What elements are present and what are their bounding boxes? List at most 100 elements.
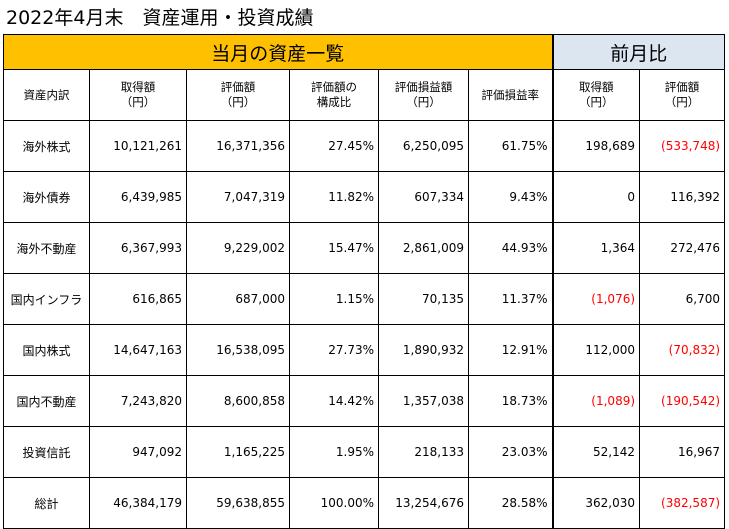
col-diff-cost-cell: 1,364	[551, 222, 641, 274]
header-line: 評価額の	[311, 80, 357, 94]
table-row: 海外株式 10,121,261 16,371,356 27.45% 6,250,095 6…	[3, 120, 726, 172]
col-asset-type-header: 資産内訳	[3, 69, 90, 121]
table-row: 海外不動産 6,367,993 9,229,002 15.47% 2,861,009 44…	[3, 222, 726, 274]
col-diff-cost-cell: 0	[551, 171, 641, 223]
col-gain-cell: 6,250,095	[378, 120, 469, 172]
table-row: 国内インフラ 616,865 687,000 1.15% 70,135 11.37% (1,…	[3, 273, 726, 325]
col-share-cell: 27.45%	[289, 120, 379, 172]
col-cost-cell: 7,243,820	[89, 375, 187, 427]
table-row: 総計 46,384,179 59,638,855 100.00% 13,254,676 2…	[3, 477, 726, 529]
col-asset-type-cell: 国内インフラ	[3, 273, 90, 325]
page-title: 2022年4月末 資産運用・投資成績	[6, 7, 314, 29]
col-diff-cost-cell: 52,142	[551, 426, 641, 478]
col-gain-header: 評価損益額 （円）	[378, 69, 469, 121]
col-gain-rate-cell: 61.75%	[467, 120, 554, 172]
header-line: （円）	[220, 95, 256, 109]
col-gain-cell: 1,890,932	[378, 324, 469, 376]
col-share-header: 評価額の 構成比	[289, 69, 379, 121]
col-gain-rate-cell: 23.03%	[467, 426, 554, 478]
col-value-cell: 8,600,858	[186, 375, 290, 427]
header-line: （円）	[120, 95, 156, 109]
col-gain-cell: 2,861,009	[378, 222, 469, 274]
col-gain-cell: 70,135	[378, 273, 469, 325]
col-share-cell: 1.95%	[289, 426, 379, 478]
header-line: 資産内訳	[23, 87, 70, 102]
col-share-cell: 14.42%	[289, 375, 379, 427]
header-line: 評価損益額	[394, 80, 453, 94]
col-share-cell: 1.15%	[289, 273, 379, 325]
col-gain-rate-cell: 18.73%	[467, 375, 554, 427]
col-diff-value-header: 評価額 （円）	[639, 69, 726, 121]
col-cost-cell: 947,092	[89, 426, 187, 478]
col-gain-rate-cell: 28.58%	[467, 477, 554, 529]
table-row: 国内不動産 7,243,820 8,600,858 14.42% 1,357,038 18…	[3, 375, 726, 427]
col-diff-cost-cell: (1,076)	[551, 273, 641, 325]
col-cost-cell: 10,121,261	[89, 120, 187, 172]
col-diff-cost-header: 取得額 （円）	[551, 69, 641, 121]
col-value-cell: 16,371,356	[186, 120, 290, 172]
col-asset-type-cell: 国内株式	[3, 324, 90, 376]
col-gain-rate-header: 評価損益率	[467, 69, 554, 121]
col-gain-cell: 13,254,676	[378, 477, 469, 529]
col-gain-cell: 1,357,038	[378, 375, 469, 427]
col-share-cell: 11.82%	[289, 171, 379, 223]
header-line: （円）	[406, 95, 441, 109]
col-diff-cost-cell: 362,030	[551, 477, 641, 529]
col-diff-cost-cell: 198,689	[551, 120, 641, 172]
band-row: 当月の資産一覧 前月比	[2, 34, 726, 70]
col-value-cell: 16,538,095	[186, 324, 290, 376]
header-line: （円）	[579, 95, 614, 109]
header-line: 評価額	[664, 80, 700, 94]
col-value-cell: 1,165,225	[186, 426, 290, 478]
col-share-cell: 15.47%	[289, 222, 379, 274]
col-gain-cell: 607,334	[378, 171, 469, 223]
table-row: 国内株式 14,647,163 16,538,095 27.73% 1,890,932 1…	[3, 324, 726, 376]
col-asset-type-cell: 海外債券	[3, 171, 90, 223]
col-asset-type-cell: 総計	[3, 477, 90, 529]
table-row: 海外債券 6,439,985 7,047,319 11.82% 607,334 9.43%…	[3, 171, 726, 223]
header-line: 取得額	[579, 80, 614, 94]
col-diff-value-cell: 272,476	[639, 222, 726, 274]
header-row: 資産内訳 取得額 （円） 評価額 （円） 評価額の 構成比 評価損益額 （円） 評価損益率 取得額（…	[3, 69, 726, 121]
col-cost-cell: 14,647,163	[89, 324, 187, 376]
col-share-cell: 100.00%	[289, 477, 379, 529]
col-value-cell: 9,229,002	[186, 222, 290, 274]
col-value-cell: 687,000	[186, 273, 290, 325]
header-line: （円）	[664, 95, 700, 109]
col-diff-value-cell: (70,832)	[639, 324, 726, 376]
previous-month-band: 前月比	[551, 34, 726, 70]
col-gain-rate-cell: 44.93%	[467, 222, 554, 274]
col-diff-value-cell: 6,700	[639, 273, 726, 325]
col-asset-type-cell: 海外株式	[3, 120, 90, 172]
col-diff-cost-cell: 112,000	[551, 324, 641, 376]
col-cost-cell: 46,384,179	[89, 477, 187, 529]
current-month-band: 当月の資産一覧	[2, 34, 554, 70]
col-diff-value-cell: (190,542)	[639, 375, 726, 427]
col-diff-value-cell: (533,748)	[639, 120, 726, 172]
col-cost-header: 取得額 （円）	[89, 69, 187, 121]
table-row: 投資信託 947,092 1,165,225 1.95% 218,133 23.03% 52…	[3, 426, 726, 478]
asset-table: 当月の資産一覧 前月比 資産内訳 取得額 （円） 評価額 （円） 評価額の 構成比 評価損益額…	[2, 34, 726, 529]
col-diff-cost-cell: (1,089)	[551, 375, 641, 427]
col-gain-rate-cell: 11.37%	[467, 273, 554, 325]
col-cost-cell: 6,367,993	[89, 222, 187, 274]
col-asset-type-cell: 海外不動産	[3, 222, 90, 274]
col-diff-value-cell: 116,392	[639, 171, 726, 223]
header-line: 評価額	[220, 80, 256, 94]
header-line: 評価損益率	[481, 87, 540, 102]
col-cost-cell: 616,865	[89, 273, 187, 325]
col-diff-value-cell: (382,587)	[639, 477, 726, 529]
col-gain-rate-cell: 9.43%	[467, 171, 554, 223]
col-diff-value-cell: 16,967	[639, 426, 726, 478]
col-asset-type-cell: 国内不動産	[3, 375, 90, 427]
col-cost-cell: 6,439,985	[89, 171, 187, 223]
col-asset-type-cell: 投資信託	[3, 426, 90, 478]
col-gain-rate-cell: 12.91%	[467, 324, 554, 376]
col-value-header: 評価額 （円）	[186, 69, 290, 121]
col-value-cell: 59,638,855	[186, 477, 290, 529]
col-gain-cell: 218,133	[378, 426, 469, 478]
col-share-cell: 27.73%	[289, 324, 379, 376]
header-line: 構成比	[316, 95, 352, 109]
header-line: 取得額	[120, 80, 156, 94]
col-value-cell: 7,047,319	[186, 171, 290, 223]
